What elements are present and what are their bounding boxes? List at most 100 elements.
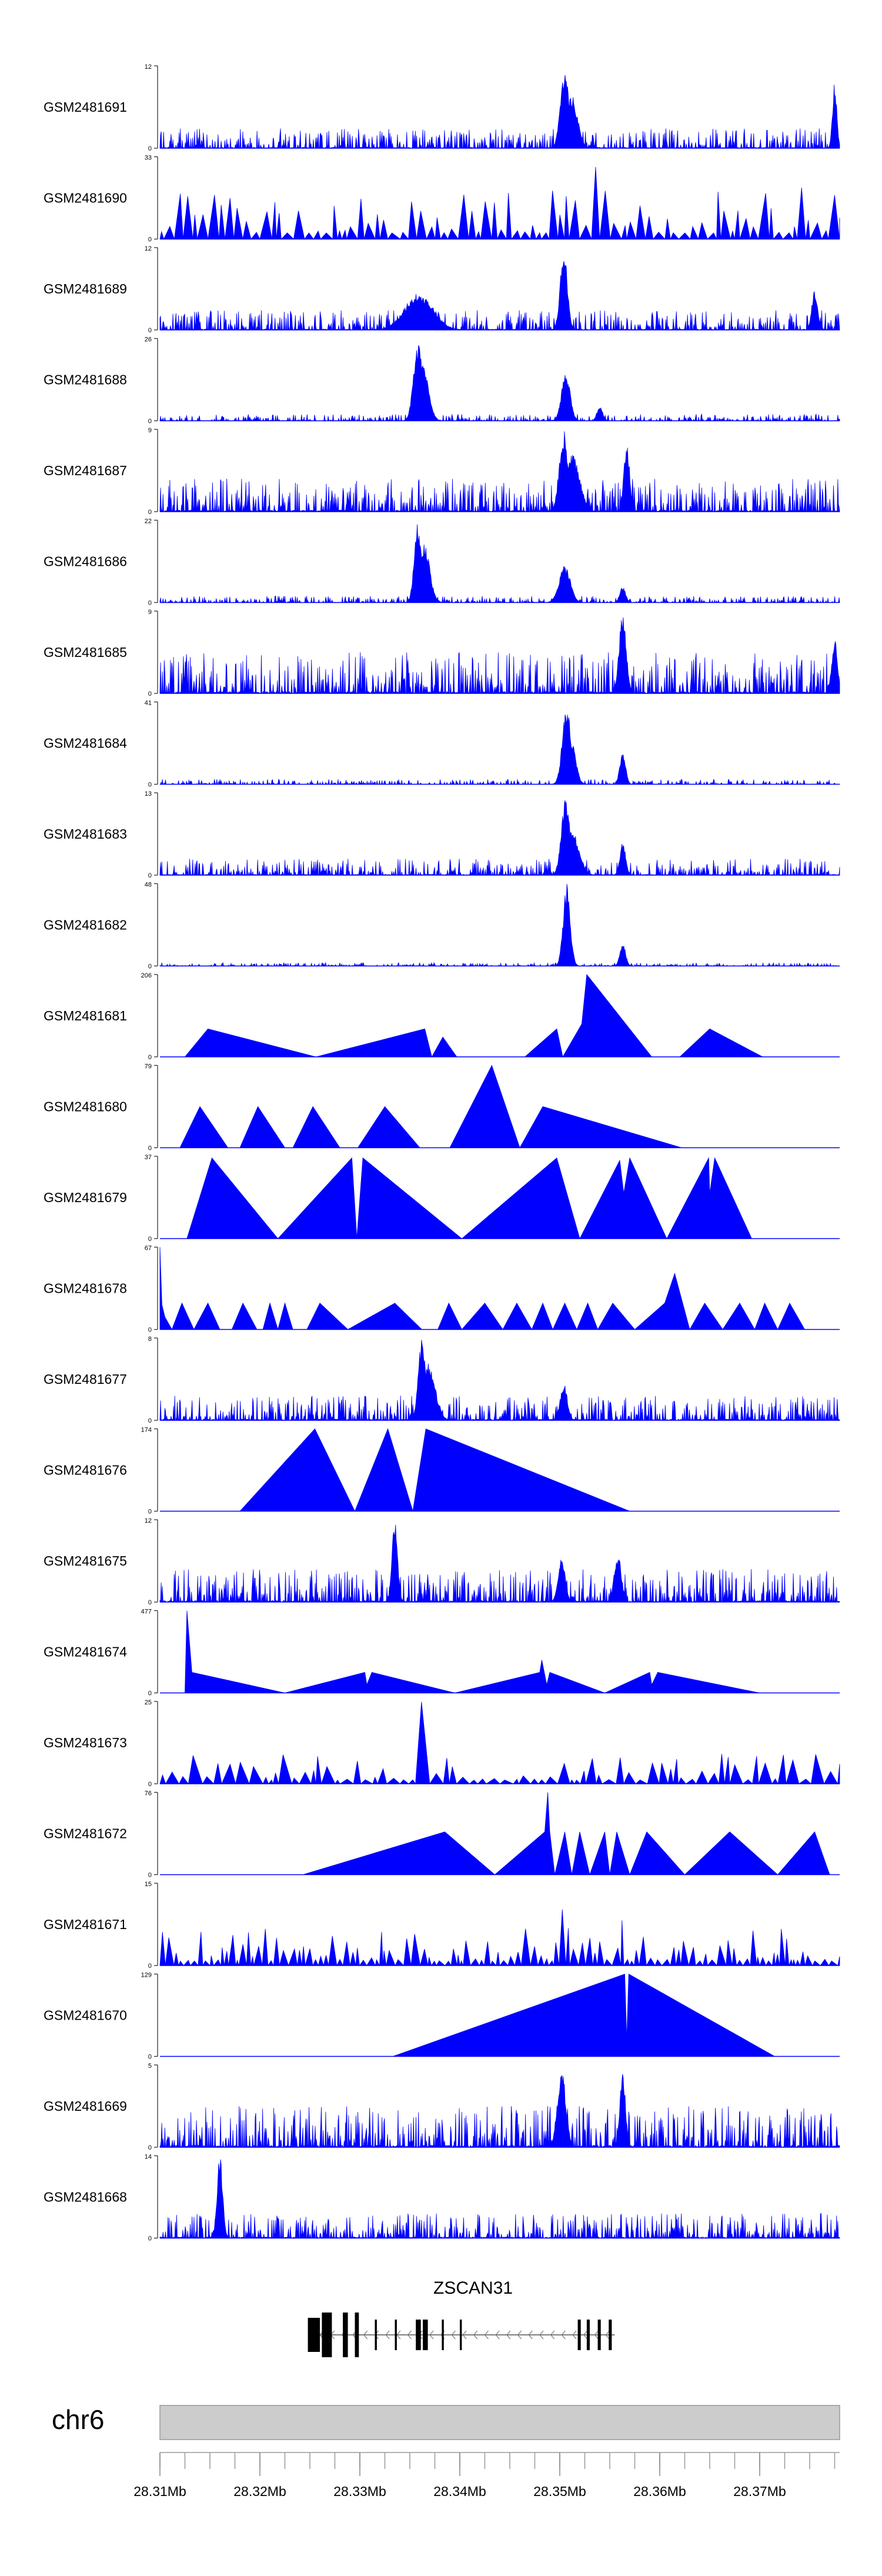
y-max-label: 129: [141, 1972, 152, 1979]
track-label: GSM2481689: [44, 281, 127, 296]
axis-tick-label: 28.36Mb: [633, 2484, 686, 2499]
track-gsm2481678: GSM2481678 67 0: [44, 1245, 840, 1334]
strand-arrow: [561, 2330, 566, 2340]
y-max-label: 206: [141, 972, 152, 979]
coverage-area: [159, 2074, 840, 2148]
coverage-area: [159, 1701, 840, 1785]
y-max-label: 477: [141, 1609, 152, 1616]
strand-arrow: [363, 2330, 368, 2340]
track-label: GSM2481670: [44, 2008, 127, 2023]
track-gsm2481689: GSM2481689 12 0: [44, 245, 840, 334]
y-max-label: 12: [145, 1517, 152, 1524]
coverage-area: [184, 973, 763, 1058]
y-min-label: 0: [148, 1963, 152, 1970]
track-label: GSM2481681: [44, 1008, 127, 1023]
coverage-area: [159, 431, 840, 513]
y-min-label: 0: [148, 600, 152, 607]
y-max-label: 9: [148, 427, 152, 434]
y-min-label: 0: [148, 1236, 152, 1243]
y-max-label: 5: [148, 2063, 152, 2070]
track-label: GSM2481688: [44, 372, 127, 388]
gene-exon: [577, 2320, 581, 2350]
strand-arrow: [385, 2330, 390, 2340]
axis-tick-label: 28.31Mb: [133, 2484, 186, 2499]
strand-arrow: [583, 2330, 588, 2340]
gene-exon: [343, 2313, 348, 2357]
chromosome-ideogram: [159, 2405, 840, 2440]
track-gsm2481668: GSM2481668 14 0: [44, 2154, 840, 2243]
strand-arrow: [517, 2330, 522, 2340]
y-max-label: 13: [145, 790, 152, 798]
axis-tick-label: 28.32Mb: [233, 2484, 286, 2499]
y-max-label: 12: [145, 245, 152, 252]
y-min-label: 0: [148, 963, 152, 970]
coverage-area: [185, 1610, 760, 1693]
track-label: GSM2481676: [44, 1463, 127, 1478]
track-gsm2481677: GSM2481677 8 0: [44, 1336, 840, 1424]
coverage-area: [392, 1973, 776, 2057]
y-max-label: 79: [145, 1063, 152, 1070]
strand-arrow: [473, 2330, 478, 2340]
strand-arrow: [550, 2330, 555, 2340]
y-min-label: 0: [148, 2235, 152, 2243]
y-max-label: 33: [145, 155, 152, 162]
track-gsm2481674: GSM2481674 477 0: [44, 1609, 840, 1697]
coverage-area: [159, 1340, 840, 1422]
coverage-area: [179, 1065, 682, 1149]
y-min-label: 0: [148, 327, 152, 334]
track-label: GSM2481686: [44, 554, 127, 569]
track-gsm2481679: GSM2481679 37 0: [44, 1154, 840, 1243]
track-label: GSM2481669: [44, 2098, 127, 2114]
track-label: GSM2481672: [44, 1826, 127, 1841]
track-label: GSM2481673: [44, 1735, 127, 1750]
coverage-area: [159, 617, 840, 695]
gene-exon: [597, 2320, 601, 2350]
y-max-label: 8: [148, 1336, 152, 1343]
strand-arrow: [506, 2330, 511, 2340]
y-min-label: 0: [148, 2144, 152, 2151]
track-gsm2481682: GSM2481682 48 0: [44, 882, 840, 970]
gene-exon: [322, 2313, 332, 2357]
coverage-area: [159, 524, 840, 603]
track-label: GSM2481682: [44, 917, 127, 933]
coverage-area: [159, 2159, 840, 2239]
strand-arrow: [407, 2330, 412, 2340]
track-label: GSM2481671: [44, 1917, 127, 1932]
track-label: GSM2481687: [44, 463, 127, 478]
y-max-label: 25: [145, 1699, 152, 1706]
track-gsm2481690: GSM2481690 33 0: [44, 155, 840, 243]
track-gsm2481685: GSM2481685 9 0: [44, 609, 840, 698]
track-label: GSM2481683: [44, 826, 127, 842]
y-min-label: 0: [148, 1599, 152, 1606]
axis-tick-label: 28.37Mb: [733, 2484, 786, 2499]
y-min-label: 0: [148, 1054, 152, 1061]
track-label: GSM2481668: [44, 2190, 127, 2205]
strand-arrow: [462, 2330, 467, 2340]
track-gsm2481687: GSM2481687 9 0: [44, 427, 840, 516]
gene-exon: [460, 2320, 462, 2350]
track-gsm2481670: GSM2481670 129 0: [44, 1972, 840, 2061]
track-label: GSM2481684: [44, 736, 127, 751]
axis-tick-label: 28.34Mb: [433, 2484, 486, 2499]
coverage-area: [159, 261, 840, 331]
y-max-label: 9: [148, 609, 152, 616]
y-max-label: 67: [145, 1245, 152, 1252]
y-max-label: 14: [145, 2154, 152, 2161]
track-label: GSM2481691: [44, 99, 127, 115]
track-gsm2481688: GSM2481688 26 0: [44, 336, 840, 425]
coverage-area: [159, 166, 840, 241]
coverage-area: [159, 75, 840, 149]
y-min-label: 0: [148, 1417, 152, 1424]
y-min-label: 0: [148, 236, 152, 243]
y-min-label: 0: [148, 1327, 152, 1334]
genome-axis: chr6 28.31Mb 28.32Mb 28.33Mb 28.34Mb 28.35Mb 2…: [52, 2404, 840, 2499]
axis-tick-label: 28.33Mb: [333, 2484, 386, 2499]
track-label: GSM2481677: [44, 1372, 127, 1387]
track-label: GSM2481678: [44, 1281, 127, 1296]
gene-exon: [423, 2320, 428, 2350]
coverage-area: [159, 883, 840, 967]
y-max-label: 26: [145, 336, 152, 343]
coverage-area: [159, 715, 840, 785]
gene-track: ZSCAN31: [308, 2278, 615, 2357]
